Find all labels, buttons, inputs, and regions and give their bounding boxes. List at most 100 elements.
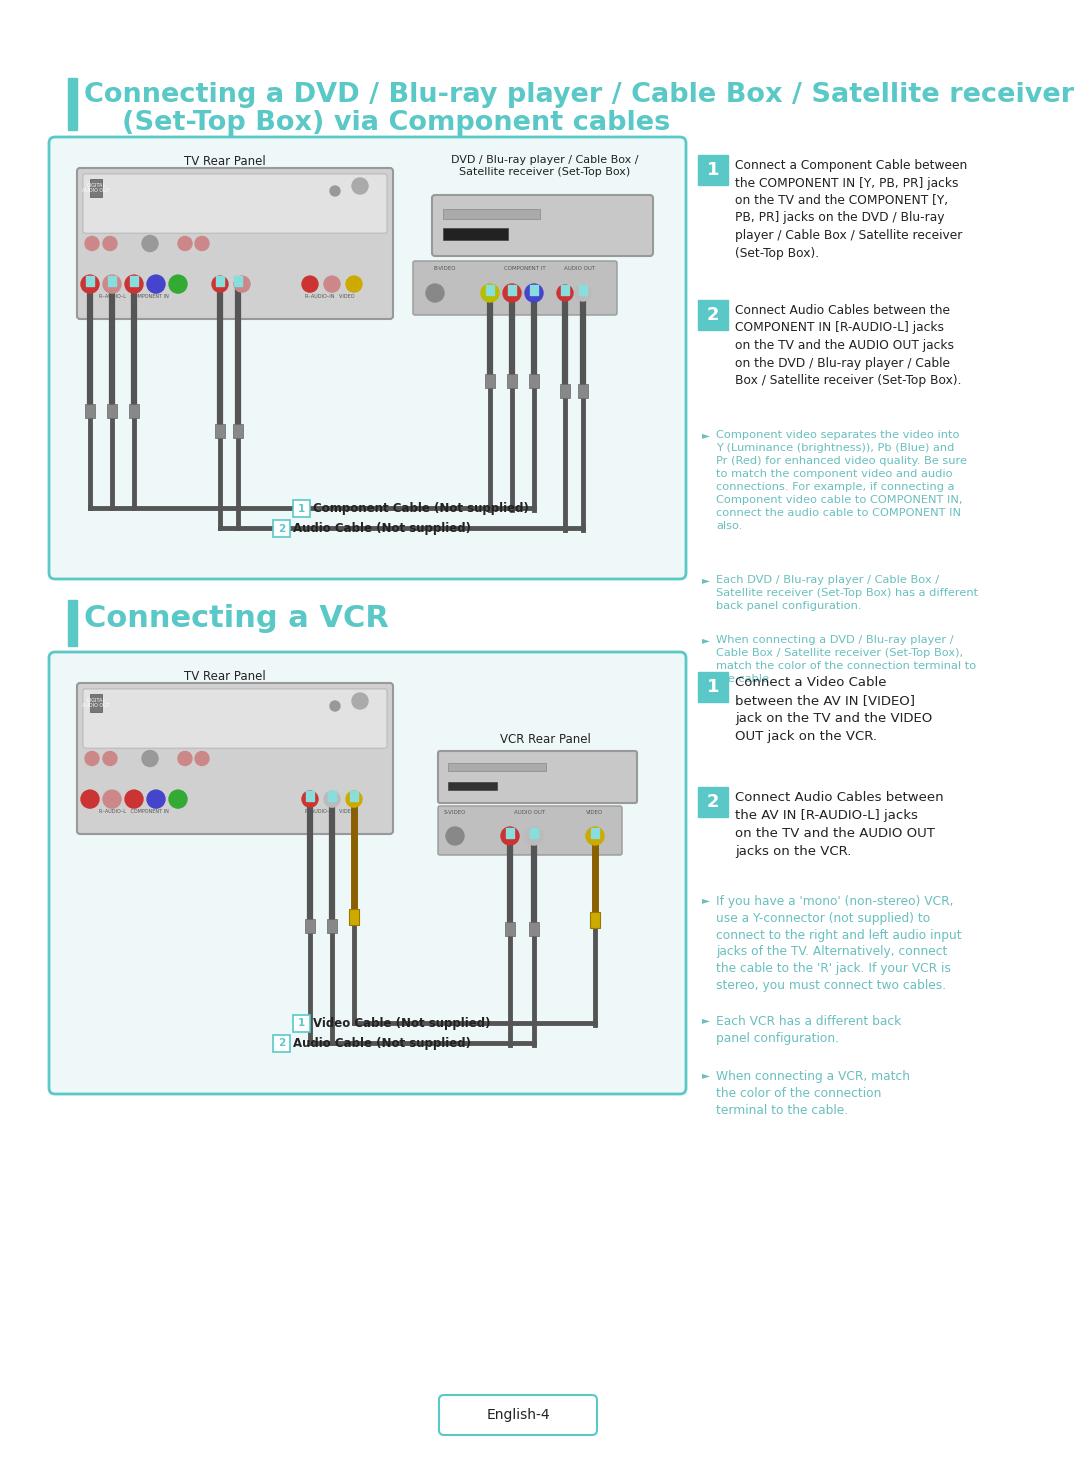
Bar <box>590 911 600 928</box>
Bar <box>293 1015 310 1031</box>
Text: R–AUDIO–IN   VIDEO: R–AUDIO–IN VIDEO <box>306 809 354 814</box>
Text: 2: 2 <box>278 523 285 534</box>
Bar <box>443 209 540 219</box>
Text: AUDIO OUT: AUDIO OUT <box>565 265 595 271</box>
Bar <box>698 671 728 702</box>
Text: TV Rear Panel: TV Rear Panel <box>184 156 266 167</box>
Bar <box>698 299 728 330</box>
Circle shape <box>324 276 340 292</box>
Circle shape <box>525 285 543 302</box>
Text: If you have a 'mono' (non-stereo) VCR,
use a Y-connector (not supplied) to
conne: If you have a 'mono' (non-stereo) VCR, u… <box>716 895 961 991</box>
Circle shape <box>103 751 117 766</box>
Text: Connect Audio Cables between
the AV IN [R-AUDIO-L] jacks
on the TV and the AUDIO: Connect Audio Cables between the AV IN [… <box>735 791 944 858</box>
Circle shape <box>81 790 99 808</box>
Bar <box>90 179 102 197</box>
Circle shape <box>302 276 318 292</box>
Circle shape <box>85 237 99 250</box>
Circle shape <box>575 285 591 301</box>
Circle shape <box>346 791 362 808</box>
Bar <box>529 922 539 937</box>
Bar <box>273 1034 291 1052</box>
Bar <box>293 499 310 517</box>
Bar <box>507 373 517 388</box>
Bar <box>328 791 336 802</box>
Circle shape <box>330 701 340 711</box>
Bar <box>443 228 508 240</box>
Circle shape <box>141 236 158 252</box>
Text: 2: 2 <box>278 1039 285 1048</box>
Text: ►: ► <box>702 1015 710 1026</box>
Circle shape <box>168 276 187 293</box>
Text: ►: ► <box>702 430 710 440</box>
Bar <box>68 79 77 130</box>
Bar <box>698 156 728 185</box>
Circle shape <box>103 790 121 808</box>
Circle shape <box>503 285 521 302</box>
Bar <box>350 791 357 802</box>
FancyBboxPatch shape <box>49 652 686 1094</box>
Bar <box>85 405 95 418</box>
Text: (Set-Top Box) via Component cables: (Set-Top Box) via Component cables <box>84 110 671 136</box>
Circle shape <box>352 694 368 708</box>
Bar <box>108 276 116 286</box>
Bar <box>507 828 514 837</box>
Text: Audio Cable (Not supplied): Audio Cable (Not supplied) <box>293 522 471 535</box>
Bar <box>508 285 516 295</box>
FancyBboxPatch shape <box>77 683 393 834</box>
Bar <box>591 828 599 837</box>
Bar <box>448 763 545 771</box>
Text: ►: ► <box>702 634 710 645</box>
Text: Component video separates the video into
Y (Luminance (brightness)), Pb (Blue) a: Component video separates the video into… <box>716 430 967 531</box>
Text: R–AUDIO–L   COMPONENT IN: R–AUDIO–L COMPONENT IN <box>99 809 168 814</box>
Text: Audio Cable (Not supplied): Audio Cable (Not supplied) <box>293 1037 471 1051</box>
FancyBboxPatch shape <box>438 1395 597 1435</box>
FancyBboxPatch shape <box>438 751 637 803</box>
Circle shape <box>85 751 99 766</box>
Circle shape <box>330 187 340 196</box>
Text: Connecting a VCR: Connecting a VCR <box>84 605 389 633</box>
Text: DVD / Blu-ray player / Cable Box /
Satellite receiver (Set-Top Box): DVD / Blu-ray player / Cable Box / Satel… <box>451 156 638 178</box>
FancyBboxPatch shape <box>432 196 653 256</box>
Circle shape <box>125 790 143 808</box>
Text: R–AUDIO–IN   VIDEO: R–AUDIO–IN VIDEO <box>306 293 354 298</box>
Circle shape <box>141 750 158 766</box>
Text: COMPONENT IT: COMPONENT IT <box>504 265 545 271</box>
Text: R–AUDIO–L   COMPONENT IN: R–AUDIO–L COMPONENT IN <box>99 293 168 298</box>
Circle shape <box>125 276 143 293</box>
Circle shape <box>195 751 210 766</box>
FancyBboxPatch shape <box>438 806 622 855</box>
Text: ►: ► <box>702 575 710 585</box>
Circle shape <box>525 827 543 845</box>
Text: DIGITAL
AUDIO OUT: DIGITAL AUDIO OUT <box>82 698 110 708</box>
Circle shape <box>346 276 362 292</box>
Text: Video Cable (Not supplied): Video Cable (Not supplied) <box>313 1017 490 1030</box>
Text: Each VCR has a different back
panel configuration.: Each VCR has a different back panel conf… <box>716 1015 901 1045</box>
Text: Connect a Component Cable between
the COMPONENT IN [Y, PB, PR] jacks
on the TV a: Connect a Component Cable between the CO… <box>735 159 968 259</box>
Bar <box>349 908 359 925</box>
Bar <box>578 384 588 399</box>
Bar <box>90 694 102 711</box>
Circle shape <box>147 790 165 808</box>
Text: VIDEO: VIDEO <box>586 811 604 815</box>
Circle shape <box>302 791 318 808</box>
Circle shape <box>81 276 99 293</box>
Circle shape <box>178 751 192 766</box>
Bar <box>327 919 337 934</box>
Bar <box>107 405 117 418</box>
Bar <box>530 285 538 295</box>
Text: S-VIDEO: S-VIDEO <box>444 811 467 815</box>
Circle shape <box>195 237 210 250</box>
Bar <box>233 424 243 439</box>
Bar <box>579 285 588 295</box>
Text: English-4: English-4 <box>486 1408 550 1423</box>
Text: 1: 1 <box>706 162 719 179</box>
Text: Connecting a DVD / Blu-ray player / Cable Box / Satellite receiver: Connecting a DVD / Blu-ray player / Cabl… <box>84 82 1075 108</box>
Circle shape <box>446 827 464 845</box>
FancyBboxPatch shape <box>83 173 387 233</box>
Text: ►: ► <box>702 1070 710 1080</box>
Text: ►: ► <box>702 895 710 906</box>
Text: 2: 2 <box>706 793 719 811</box>
Text: 2: 2 <box>706 305 719 325</box>
FancyBboxPatch shape <box>77 167 393 319</box>
Bar <box>448 782 497 790</box>
